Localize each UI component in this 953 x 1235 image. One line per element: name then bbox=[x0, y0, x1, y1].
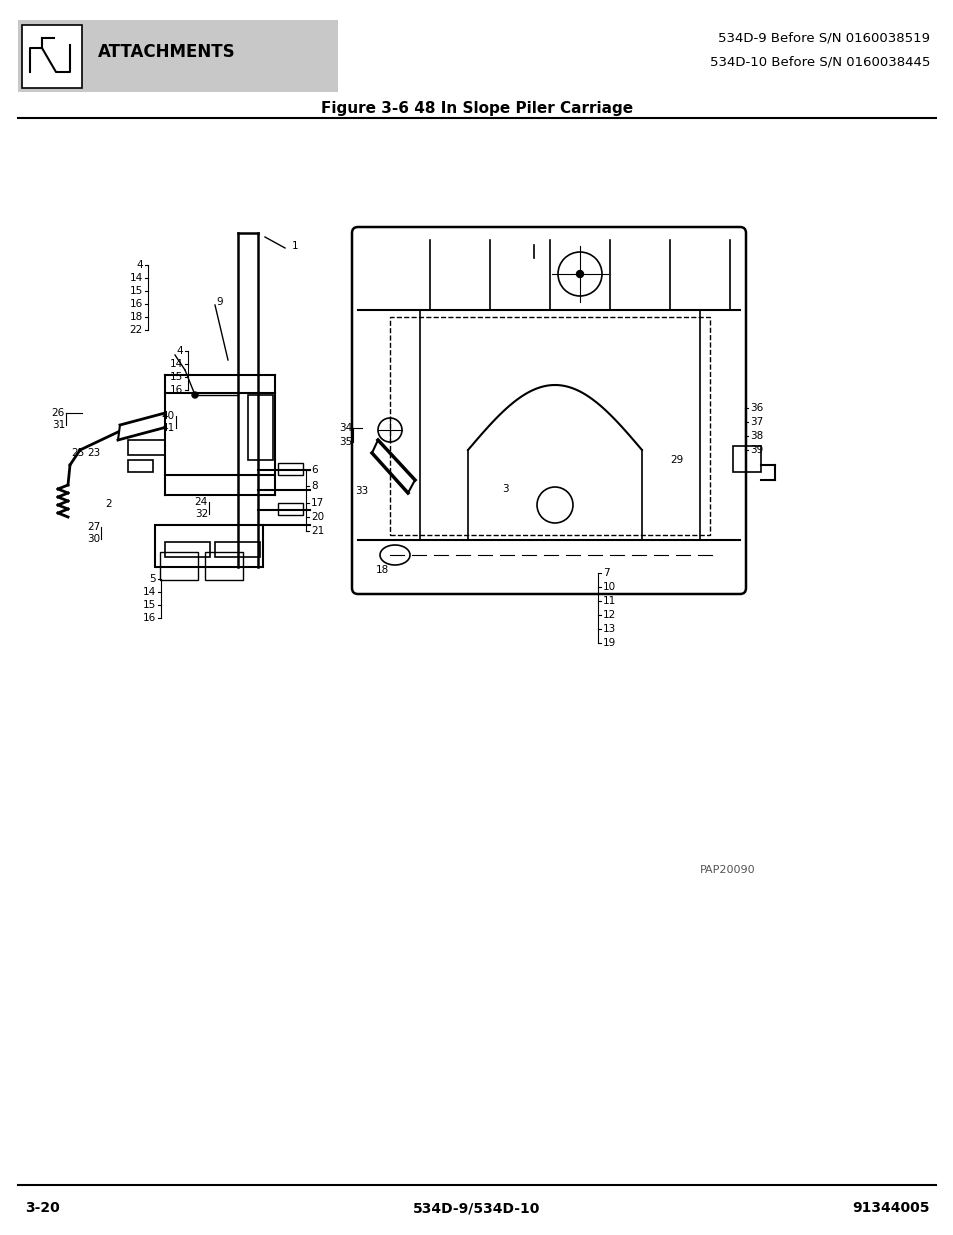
Text: 9: 9 bbox=[215, 296, 222, 308]
Bar bbox=[214, 542, 260, 557]
Text: 19: 19 bbox=[602, 638, 616, 648]
Text: 11: 11 bbox=[602, 597, 616, 606]
Text: 41: 41 bbox=[162, 424, 174, 433]
Text: 25: 25 bbox=[71, 448, 85, 458]
Text: 18: 18 bbox=[130, 312, 143, 322]
Text: 3-20: 3-20 bbox=[25, 1200, 60, 1215]
Text: 29: 29 bbox=[669, 454, 682, 466]
Text: 31: 31 bbox=[51, 420, 65, 430]
Text: 6: 6 bbox=[311, 466, 317, 475]
Text: 32: 32 bbox=[194, 509, 208, 519]
Text: 534D-9 Before S/N 0160038519: 534D-9 Before S/N 0160038519 bbox=[718, 32, 929, 44]
Text: 21: 21 bbox=[311, 526, 324, 536]
Text: 12: 12 bbox=[602, 610, 616, 620]
Bar bbox=[128, 459, 152, 472]
Text: 13: 13 bbox=[602, 624, 616, 634]
Text: 3: 3 bbox=[501, 484, 508, 494]
Text: 10: 10 bbox=[602, 582, 616, 592]
Text: 7: 7 bbox=[602, 568, 609, 578]
Bar bbox=[165, 542, 210, 557]
Text: 37: 37 bbox=[749, 417, 762, 427]
Text: 39: 39 bbox=[749, 445, 762, 454]
Text: 40: 40 bbox=[162, 411, 174, 421]
Text: 16: 16 bbox=[143, 613, 156, 622]
Bar bbox=[277, 463, 303, 475]
Text: 14: 14 bbox=[170, 359, 183, 369]
Bar bbox=[128, 440, 165, 454]
Text: 18: 18 bbox=[375, 564, 389, 576]
Text: 2: 2 bbox=[105, 499, 112, 509]
Bar bbox=[277, 503, 303, 515]
Text: 15: 15 bbox=[143, 600, 156, 610]
Text: 14: 14 bbox=[130, 273, 143, 283]
Text: 24: 24 bbox=[194, 496, 208, 508]
Text: 91344005: 91344005 bbox=[852, 1200, 929, 1215]
Text: 34: 34 bbox=[338, 424, 352, 433]
Bar bbox=[248, 395, 273, 459]
Text: 38: 38 bbox=[749, 431, 762, 441]
Text: 16: 16 bbox=[130, 299, 143, 309]
Text: 36: 36 bbox=[749, 403, 762, 412]
Text: 23: 23 bbox=[87, 448, 100, 458]
Text: 30: 30 bbox=[87, 534, 100, 543]
Text: 15: 15 bbox=[130, 287, 143, 296]
Text: 534D-9/534D-10: 534D-9/534D-10 bbox=[413, 1200, 540, 1215]
Circle shape bbox=[192, 391, 198, 398]
Text: PAP20090: PAP20090 bbox=[700, 864, 755, 876]
Text: 8: 8 bbox=[311, 480, 317, 492]
Bar bbox=[732, 446, 760, 472]
Text: 1: 1 bbox=[292, 241, 298, 251]
Text: 15: 15 bbox=[170, 372, 183, 382]
Text: 534D-10 Before S/N 0160038445: 534D-10 Before S/N 0160038445 bbox=[709, 56, 929, 68]
Text: 35: 35 bbox=[338, 437, 352, 447]
Text: 4: 4 bbox=[136, 261, 143, 270]
Bar bbox=[18, 20, 337, 91]
Circle shape bbox=[576, 270, 583, 278]
Text: 16: 16 bbox=[170, 385, 183, 395]
Text: 33: 33 bbox=[355, 487, 368, 496]
Bar bbox=[22, 25, 82, 88]
Text: Figure 3-6 48 In Slope Piler Carriage: Figure 3-6 48 In Slope Piler Carriage bbox=[320, 100, 633, 116]
Bar bbox=[390, 317, 709, 535]
Text: 5: 5 bbox=[150, 574, 156, 584]
Text: 4: 4 bbox=[176, 346, 183, 356]
Text: 20: 20 bbox=[311, 513, 324, 522]
Text: 14: 14 bbox=[143, 587, 156, 597]
Text: 27: 27 bbox=[87, 522, 100, 532]
Text: ATTACHMENTS: ATTACHMENTS bbox=[98, 43, 235, 61]
Text: 17: 17 bbox=[311, 498, 324, 508]
Text: 26: 26 bbox=[51, 408, 65, 417]
Text: 22: 22 bbox=[130, 325, 143, 335]
Bar bbox=[154, 525, 263, 567]
Bar bbox=[160, 552, 198, 580]
Bar bbox=[205, 552, 243, 580]
